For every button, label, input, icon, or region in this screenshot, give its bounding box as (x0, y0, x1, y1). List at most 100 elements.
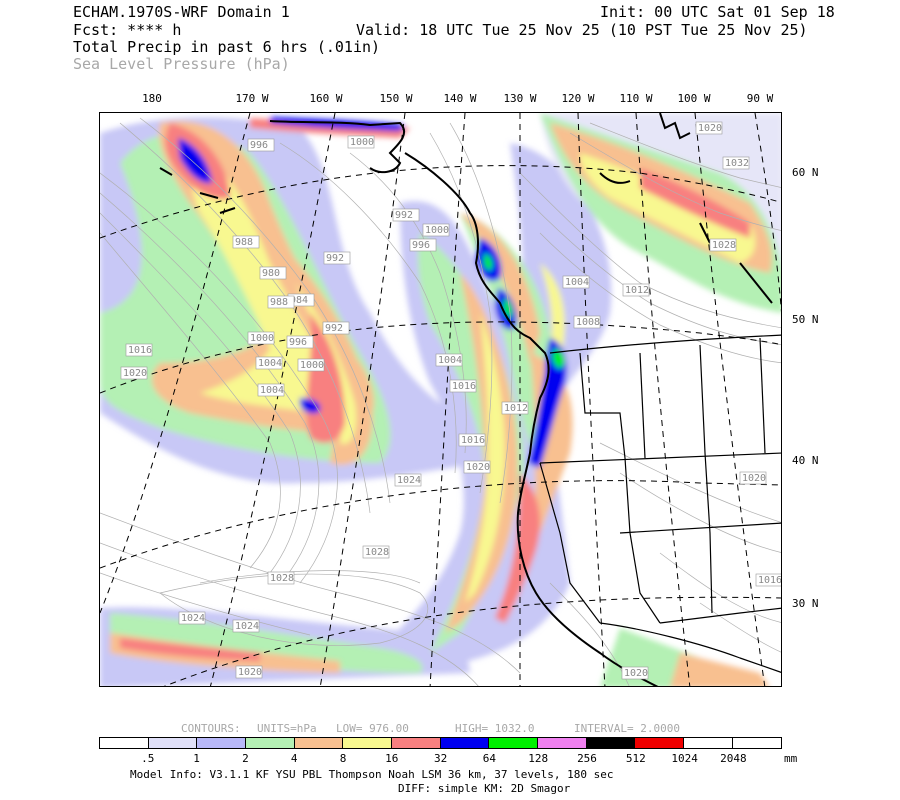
colorbar-swatch (732, 738, 782, 748)
pressure-value: 1024 (397, 475, 421, 486)
pressure-label: 1024 (178, 611, 206, 625)
colorbar-swatch (489, 738, 538, 748)
pressure-label: 1020 (120, 366, 148, 380)
pressure-value: 1028 (712, 240, 736, 251)
colorbar-swatch (148, 738, 198, 748)
pressure-value: 1000 (250, 333, 274, 344)
pressure-label: 1032 (722, 156, 750, 170)
pressure-value: 1004 (260, 385, 284, 396)
pressure-label: 992 (322, 321, 350, 335)
pressure-label: 988 (232, 235, 260, 249)
colorbar-label: 512 (625, 752, 646, 765)
pressure-label: 1028 (709, 238, 737, 252)
lat-label: 30 N (792, 597, 819, 610)
colorbar-swatch (537, 738, 587, 748)
pressure-label: 1020 (695, 121, 723, 135)
pressure-label: 1016 (458, 433, 486, 447)
colorbar-swatch (391, 738, 441, 748)
pressure-value: 1000 (425, 225, 449, 236)
pressure-value: 1028 (270, 573, 294, 584)
colorbar-label: 2 (242, 752, 249, 765)
colorbar-label: 128 (528, 752, 549, 765)
pressure-label: 1004 (562, 275, 590, 289)
lon-label: 100 W (677, 92, 711, 105)
pressure-label: 1024 (394, 473, 422, 487)
pressure-labels: 996 1000 992 988 980 984 992 992 988 996 1000 1004 1… (120, 121, 782, 680)
lon-label: 130 W (503, 92, 537, 105)
pressure-label: 1004 (255, 356, 283, 370)
pressure-label: 996 (409, 238, 437, 252)
contours-high: HIGH= 1032.0 (455, 722, 535, 735)
pressure-value: 1020 (742, 473, 766, 484)
lon-label: 160 W (309, 92, 343, 105)
pressure-value: 1016 (452, 381, 476, 392)
weather-map: 996 1000 992 988 980 984 992 992 988 996 1000 1004 1… (99, 112, 782, 687)
pressure-value: 1004 (258, 358, 282, 369)
pressure-label: 1004 (435, 353, 463, 367)
pressure-label: 992 (323, 251, 351, 265)
colorbar-swatch (683, 738, 733, 748)
pressure-label: 1024 (232, 619, 260, 633)
pressure-value: 1000 (350, 137, 374, 148)
pressure-label: 1000 (422, 223, 450, 237)
pressure-value: 1012 (625, 285, 649, 296)
pressure-value: 1016 (758, 575, 782, 586)
lon-label: 90 W (746, 92, 774, 105)
contours-units: UNITS=hPa (257, 722, 317, 735)
pressure-value: 1024 (181, 613, 205, 624)
slp-contours (100, 117, 781, 686)
pressure-value: 996 (289, 337, 307, 348)
field-precip-title: Total Precip in past 6 hrs (.01in) (73, 38, 381, 56)
contours-interval: INTERVAL= 2.0000 (574, 722, 680, 735)
valid-time: Valid: 18 UTC Tue 25 Nov 25 (10 PST Tue … (356, 21, 808, 39)
pressure-label: 1000 (247, 331, 275, 345)
colorbar-label: 1 (193, 752, 200, 765)
field-pressure-title: Sea Level Pressure (hPa) (73, 55, 290, 73)
colorbar-swatch (586, 738, 636, 748)
pressure-label: 1000 (347, 135, 375, 149)
lon-label: 180 (142, 92, 162, 105)
colorbar-unit: mm (784, 752, 798, 765)
pressure-label: 996 (286, 335, 314, 349)
pressure-label: 1020 (463, 460, 491, 474)
pressure-label: 1016 (449, 379, 477, 393)
pressure-value: 992 (325, 323, 343, 334)
pressure-value: 1004 (438, 355, 462, 366)
pressure-value: 1012 (504, 403, 528, 414)
pressure-value: 1020 (466, 462, 490, 473)
pressure-label: 1000 (297, 358, 325, 372)
pressure-value: 996 (412, 240, 430, 251)
pressure-value: 980 (262, 268, 280, 279)
pressure-label: 988 (267, 295, 295, 309)
lat-label: 40 N (792, 454, 819, 467)
diffusion-info: DIFF: simple KM: 2D Smagor (398, 782, 571, 795)
pressure-label: 1020 (235, 665, 263, 679)
pressure-label: 1012 (622, 283, 650, 297)
pressure-value: 1028 (365, 547, 389, 558)
colorbar-label: 1024 (671, 752, 698, 765)
pressure-value: 1020 (698, 123, 722, 134)
pressure-label: 1016 (755, 573, 782, 587)
pressure-label: 1012 (501, 401, 529, 415)
lat-label: 60 N (792, 166, 819, 179)
contours-label: CONTOURS: (181, 722, 241, 735)
pressure-label: 1020 (621, 666, 649, 680)
colorbar-swatch (245, 738, 295, 748)
pressure-label: 996 (247, 138, 275, 152)
pressure-label: 1016 (125, 343, 153, 357)
colorbar-swatch (635, 738, 684, 748)
colorbar-swatch (294, 738, 344, 748)
colorbar-label: .5 (141, 752, 155, 765)
pressure-value: 1024 (235, 621, 259, 632)
colorbar-swatch (343, 738, 392, 748)
lon-label: 120 W (561, 92, 595, 105)
pressure-label: 1008 (573, 315, 601, 329)
colorbar-label: 2048 (720, 752, 747, 765)
pressure-value: 1000 (300, 360, 324, 371)
pressure-value: 1004 (565, 277, 589, 288)
init-time: Init: 00 UTC Sat 01 Sep 18 (600, 3, 835, 21)
pressure-value: 1020 (624, 668, 648, 679)
pressure-value: 1008 (576, 317, 600, 328)
colorbar-label: 4 (290, 752, 298, 765)
pressure-value: 992 (326, 253, 344, 264)
